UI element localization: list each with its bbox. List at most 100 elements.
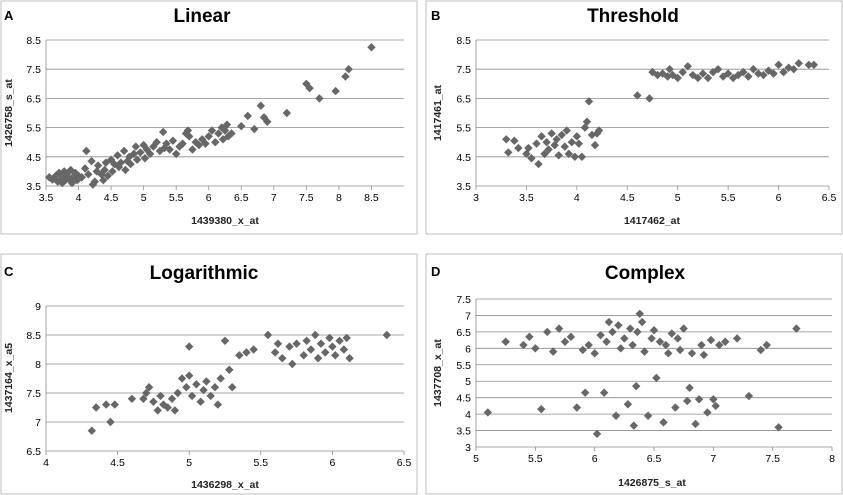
panel-c-data-point <box>101 400 111 409</box>
panel-c-x-tick-label: 4 <box>43 457 49 469</box>
panel-a-data-point <box>99 175 108 185</box>
panel-a-data-point <box>165 145 174 154</box>
panel-d-data-point <box>596 330 605 340</box>
panel-c-data-point <box>185 371 194 380</box>
panel-b-data-point <box>562 126 571 135</box>
panel-b-data-point <box>784 63 793 72</box>
panel-a-data-point <box>106 155 116 164</box>
panel-c-data-point <box>311 330 320 340</box>
panel-c-data-point <box>302 336 311 345</box>
panel-a-x-tick-label: 4 <box>76 192 82 204</box>
panel-d-data-point <box>608 327 617 337</box>
panel-c-data-point <box>167 394 177 403</box>
panel-d-data-point <box>543 327 552 337</box>
panel-a-data-point <box>51 171 60 180</box>
panel-c-data-point <box>316 339 326 348</box>
panel-c-y-tick-label: 7 <box>35 417 41 429</box>
panel-a-x-tick-label: 8 <box>336 192 342 204</box>
panel-c-data-point <box>177 374 187 383</box>
panel-c-data-point <box>192 380 201 389</box>
panel-d-data-point <box>691 419 700 429</box>
panel-d-title: Complex <box>605 263 686 284</box>
panel-b-data-point <box>809 60 819 70</box>
panel-c-data-point <box>345 354 354 363</box>
panel-b-data-point <box>789 65 798 74</box>
panel-d-data-point <box>554 324 564 333</box>
panel-a-title: Linear <box>173 6 231 27</box>
panel-a-y-tick-label: 3.5 <box>26 181 41 193</box>
panel-c-data-point <box>187 391 197 401</box>
panel-a-data-point <box>237 121 246 131</box>
panel-a-data-point <box>222 120 232 129</box>
panel-a-y-tick-label: 8.5 <box>26 35 41 47</box>
panel-d-data-point <box>756 345 765 355</box>
panel-a-data-point <box>367 43 376 52</box>
panel-b-data-point <box>524 143 533 153</box>
panel-a-data-point <box>250 124 259 134</box>
panel-d-data-point <box>732 334 742 343</box>
panel-c-data-point <box>285 342 294 351</box>
panel-d-data-point <box>643 411 653 420</box>
panel-b-data-point <box>557 130 566 140</box>
panel-d-data-point <box>699 350 709 360</box>
panel-b-data-point <box>739 67 748 77</box>
panel-a-data-point <box>113 151 122 160</box>
panel-b-frame <box>425 0 843 235</box>
panel-d-data-point <box>483 408 493 417</box>
panel-c-frame <box>0 253 418 495</box>
panel-b-data-point <box>564 149 573 159</box>
panel-a-frame <box>0 0 418 235</box>
panel-d-data-point <box>637 317 647 327</box>
panel-d-data-point <box>580 388 590 397</box>
panel-a-data-point <box>263 117 272 126</box>
panel-a-data-point <box>90 177 100 186</box>
panel-d-data-point <box>525 332 534 342</box>
panel-d-data-point <box>578 345 587 355</box>
panel-c-data-point <box>249 345 258 354</box>
panel-a-y-tick-label: 7.5 <box>26 64 41 76</box>
panel-d-data-point <box>774 423 783 432</box>
panel-d-data-point <box>548 347 558 356</box>
panel-c-data-point <box>139 394 148 403</box>
panel-b-y-tick-label: 3.5 <box>456 181 471 193</box>
panel-a-data-point <box>119 146 129 156</box>
panel-d-data-point <box>620 334 629 343</box>
panel-d-y-tick-label: 5 <box>465 376 471 388</box>
panel-a-data-point <box>129 149 139 159</box>
panel-b-data-point <box>547 129 556 138</box>
panel-d-x-tick-label: 7 <box>710 453 716 465</box>
panel-a-x-tick-label: 8.5 <box>364 192 379 204</box>
panel-d-data-point <box>632 381 641 391</box>
panel-b-x-tick-label: 6 <box>776 192 782 204</box>
panel-d-data-point <box>664 349 673 358</box>
panel-c-data-point <box>313 354 323 363</box>
panel-c-y-tick-label: 7.5 <box>26 388 41 400</box>
panel-c-data-point <box>335 336 344 345</box>
panel-b-data-point <box>574 139 584 148</box>
panel-b-data-point <box>527 154 536 163</box>
panel-b-x-tick-label: 4.5 <box>620 192 635 204</box>
panel-a-x-tick-label: 4.5 <box>104 192 119 204</box>
panel-a-data-point <box>331 86 340 96</box>
panel-c-x-tick-label: 6.5 <box>397 457 412 469</box>
panel-a-data-point <box>259 113 269 122</box>
panel-b-data-point <box>540 149 549 159</box>
panel-d-x-tick-label: 6 <box>592 453 598 465</box>
panel-a-data-point <box>155 146 165 156</box>
panel-a-data-point <box>282 108 292 118</box>
panel-c-data-point <box>196 397 205 406</box>
panel-a-data-point <box>140 154 150 163</box>
panel-d-data-point <box>762 340 771 350</box>
panel-b-data-point <box>532 139 541 148</box>
panel-d-data-point <box>661 340 671 350</box>
panel-d-x-tick-label: 6.5 <box>647 453 662 465</box>
panel-b-y-axis-label: 1417461_at <box>432 84 444 141</box>
panel-c-data-point <box>106 417 115 427</box>
panel-b-x-tick-label: 6.5 <box>822 192 837 204</box>
panel-b-title: Threshold <box>587 6 679 27</box>
panel-a-data-point <box>136 148 145 157</box>
panel-d-data-point <box>611 411 621 420</box>
panel-d-data-point <box>590 349 599 358</box>
panel-a-data-point <box>126 159 135 169</box>
panel-b-x-tick-label: 3 <box>473 192 479 204</box>
